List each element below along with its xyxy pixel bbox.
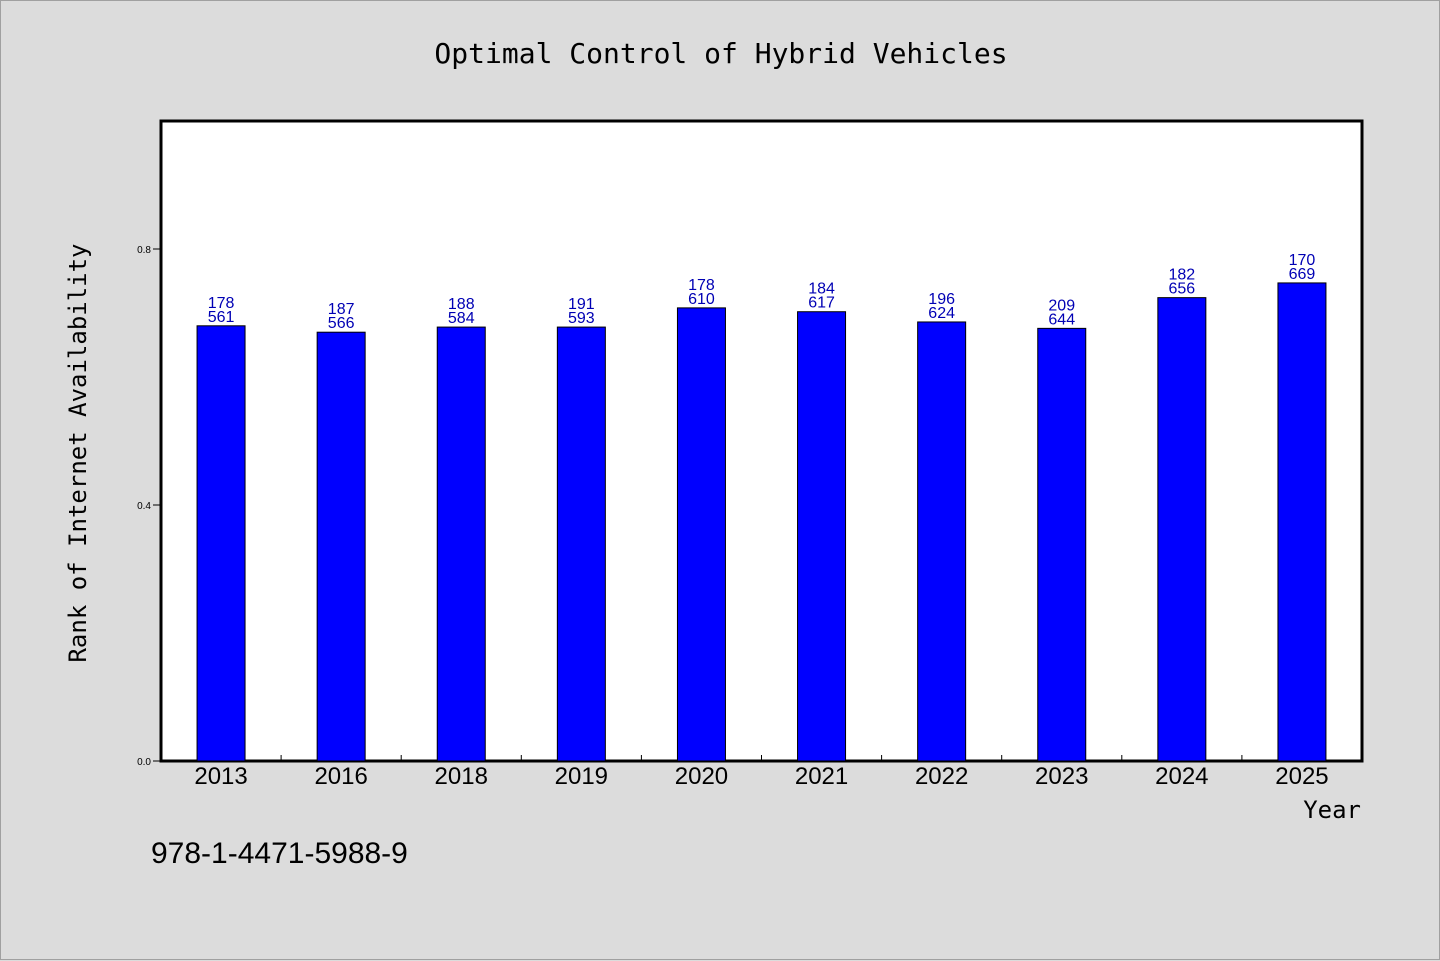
data-label-2022-2: 624 <box>928 305 955 322</box>
data-label-2016-2: 566 <box>328 315 355 332</box>
data-label-2019-2: 593 <box>568 310 595 327</box>
data-label-2018-1: 188 <box>448 296 475 313</box>
bars-group <box>196 282 1327 762</box>
data-label-2020-2: 610 <box>688 291 715 308</box>
bar-2021 <box>797 311 847 762</box>
data-label-2016-1: 187 <box>328 301 355 318</box>
data-label-2024-2: 656 <box>1168 281 1195 298</box>
x-tick-label-2024: 2024 <box>1155 763 1208 790</box>
x-tick-label-2025: 2025 <box>1275 763 1328 790</box>
chart-title: Optimal Control of Hybrid Vehicles <box>434 37 1007 70</box>
x-axis-title: Year <box>1303 796 1361 824</box>
x-tick-label-2020: 2020 <box>675 763 728 790</box>
y-tick-label: 0.8 <box>137 245 151 256</box>
data-label-2021-1: 184 <box>808 281 835 298</box>
bar-2023 <box>1037 327 1087 762</box>
bar-2019 <box>556 326 606 762</box>
data-label-2022-1: 196 <box>928 291 955 308</box>
bar-2016 <box>316 331 366 762</box>
data-label-2023-2: 644 <box>1048 311 1075 328</box>
data-label-2018-2: 584 <box>448 310 475 327</box>
y-tick-label: 0.0 <box>137 757 151 768</box>
bar-2022 <box>917 321 967 762</box>
data-label-2025-2: 669 <box>1289 266 1316 283</box>
bar-2020 <box>676 307 726 762</box>
x-tick-label-2023: 2023 <box>1035 763 1088 790</box>
x-ticks-group: 2013 2016 2018 2019 2020 2021 2022 2023 2024 2025 <box>194 755 1329 790</box>
x-tick-label-2013: 2013 <box>194 763 247 790</box>
x-tick-label-2016: 2016 <box>314 763 367 790</box>
data-label-2020-1: 178 <box>688 277 715 294</box>
data-label-2013-2: 561 <box>208 309 235 326</box>
bar-2018 <box>436 326 486 762</box>
x-tick-label-2021: 2021 <box>795 763 848 790</box>
x-tick-label-2019: 2019 <box>555 763 608 790</box>
y-axis-title: Rank of Internet Availability <box>64 243 92 662</box>
y-tick-label: 0.4 <box>137 501 151 512</box>
data-label-2025-1: 170 <box>1289 252 1316 269</box>
x-tick-label-2022: 2022 <box>915 763 968 790</box>
bar-2013 <box>196 325 246 762</box>
y-ticks-group: 0.0 0.4 0.8 <box>137 245 161 768</box>
bar-2024 <box>1157 297 1207 762</box>
data-label-2024-1: 182 <box>1168 267 1195 284</box>
data-label-2021-2: 617 <box>808 295 835 312</box>
data-label-2019-1: 191 <box>568 296 595 313</box>
isbn-annotation: 978-1-4471-5988-9 <box>151 837 408 870</box>
data-label-2013-1: 178 <box>208 295 235 312</box>
x-tick-label-2018: 2018 <box>435 763 488 790</box>
bar-2025 <box>1277 282 1327 762</box>
data-label-2023-1: 209 <box>1048 297 1075 314</box>
